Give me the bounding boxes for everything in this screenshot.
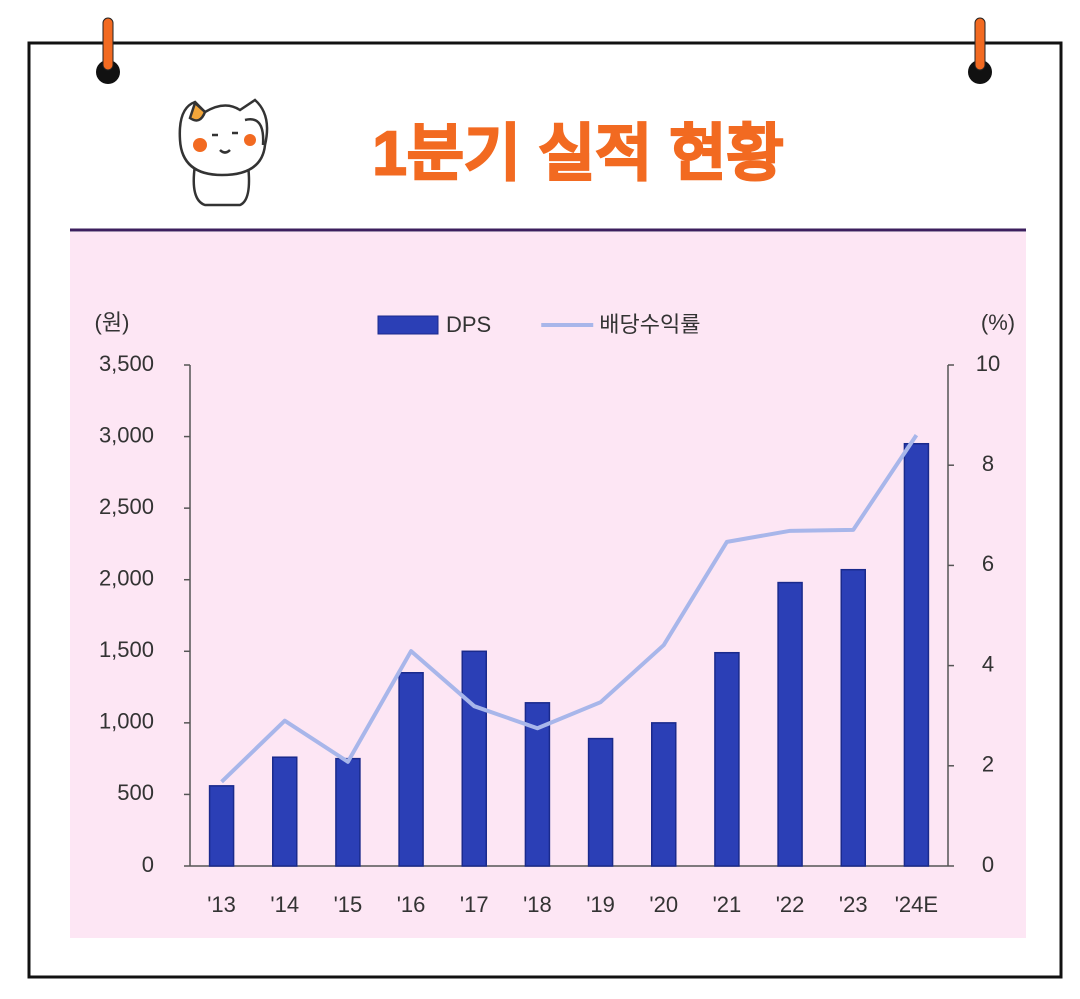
x-tick-label: '22 bbox=[776, 892, 805, 917]
y-tick-label: 1,000 bbox=[99, 709, 154, 734]
x-tick-label: '17 bbox=[460, 892, 489, 917]
pin-left bbox=[96, 17, 120, 84]
x-tick-label: '21 bbox=[713, 892, 742, 917]
x-tick-label: '20 bbox=[649, 892, 678, 917]
bar bbox=[651, 722, 677, 867]
y-tick-label: 2,000 bbox=[99, 566, 154, 591]
y2-tick-label: 8 bbox=[982, 451, 994, 476]
bar bbox=[777, 581, 803, 867]
legend-label: DPS bbox=[446, 312, 491, 337]
line bbox=[220, 434, 919, 784]
bar bbox=[461, 650, 487, 867]
legend-label: 배당수익률 bbox=[599, 312, 700, 337]
y2-tick-label: 4 bbox=[982, 651, 994, 676]
x-tick-label: '15 bbox=[334, 892, 363, 917]
x-tick-label: '16 bbox=[397, 892, 426, 917]
bar bbox=[840, 568, 866, 867]
bar bbox=[398, 672, 424, 867]
x-tick-label: '13 bbox=[207, 892, 236, 917]
x-tick-label: '14 bbox=[270, 892, 299, 917]
y-tick-label: 3,500 bbox=[99, 351, 154, 376]
y-tick-label: 2,500 bbox=[99, 494, 154, 519]
y-axis-label: (원) bbox=[95, 310, 130, 335]
bar bbox=[272, 756, 298, 867]
y2-tick-label: 6 bbox=[982, 551, 994, 576]
x-tick-label: '18 bbox=[523, 892, 552, 917]
bar bbox=[587, 737, 614, 867]
x-tick-label: '23 bbox=[839, 892, 868, 917]
y-tick-label: 0 bbox=[142, 852, 154, 877]
y-tick-label: 1,500 bbox=[99, 637, 154, 662]
y2-tick-label: 10 bbox=[976, 351, 1000, 376]
bar bbox=[335, 757, 361, 867]
pin-right bbox=[968, 17, 992, 84]
x-tick-label: '24E bbox=[895, 892, 938, 917]
legend-swatch bbox=[377, 315, 439, 335]
y-tick-label: 500 bbox=[117, 780, 154, 805]
bar bbox=[903, 442, 930, 867]
y-tick-label: 3,000 bbox=[99, 422, 154, 447]
cat-icon bbox=[178, 98, 269, 207]
x-tick-label: '19 bbox=[586, 892, 615, 917]
chart-title: 1분기 실적 현황 bbox=[372, 119, 783, 188]
y2-axis-label: (%) bbox=[981, 310, 1015, 335]
bar bbox=[208, 785, 235, 867]
bar bbox=[714, 651, 740, 867]
y2-tick-label: 2 bbox=[982, 752, 994, 777]
y2-tick-label: 0 bbox=[982, 852, 994, 877]
